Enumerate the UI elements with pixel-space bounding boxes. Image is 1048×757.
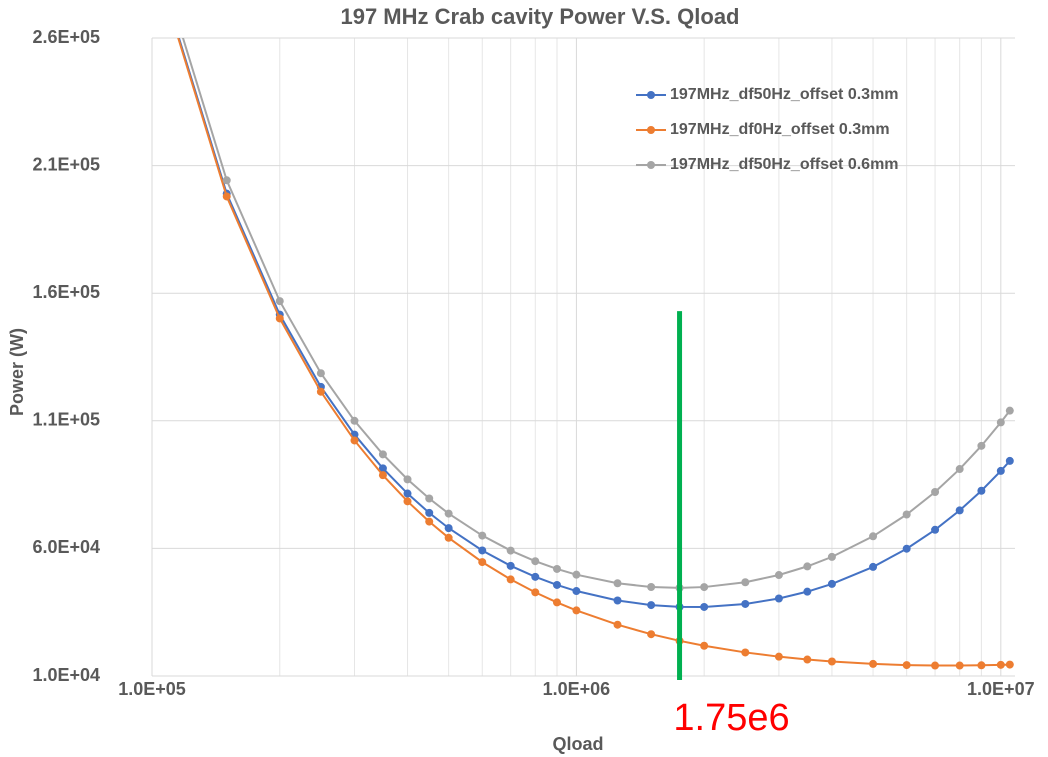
data-point [552,564,561,573]
data-point [700,583,709,592]
data-point [425,494,434,503]
legend-label: 197MHz_df50Hz_offset 0.3mm [670,86,899,103]
data-point [478,558,487,567]
data-point [774,652,783,661]
data-point [378,450,387,459]
annotation-label: 1.75e6 [673,697,789,739]
data-point [552,598,561,607]
data-point [444,533,453,542]
y-tick-label: 1.0E+04 [32,665,100,685]
data-point [700,641,709,650]
data-point [316,387,325,396]
data-point [222,176,231,185]
data-point [552,580,561,589]
data-point [275,297,284,306]
data-point [531,557,540,566]
data-point [425,508,434,517]
data-point [700,602,709,611]
data-point [931,488,940,497]
data-point [902,510,911,519]
data-point [478,546,487,555]
x-axis-label: Qload [552,734,603,754]
legend-marker [647,161,655,169]
legend-marker [647,126,655,134]
data-point [378,464,387,473]
y-tick-label: 6.0E+04 [32,537,100,557]
data-point [478,531,487,540]
y-tick-label: 1.6E+05 [32,282,100,302]
data-point [531,588,540,597]
data-point [506,575,515,584]
data-point [647,582,656,591]
data-point [275,314,284,323]
data-point [403,497,412,506]
data-point [977,661,986,670]
data-point [350,416,359,425]
data-point [350,436,359,445]
data-point [222,192,231,201]
data-point [955,661,964,670]
y-tick-label: 1.1E+05 [32,410,100,430]
legend-label: 197MHz_df50Hz_offset 0.6mm [670,156,899,173]
chart-title: 197 MHz Crab cavity Power V.S. Qload [340,4,739,29]
data-point [977,486,986,495]
data-point [741,599,750,608]
data-point [931,661,940,670]
x-tick-label: 1.0E+06 [543,679,611,699]
data-point [741,578,750,587]
data-point [572,606,581,615]
data-point [403,489,412,498]
data-point [774,571,783,580]
data-point [803,562,812,571]
data-point [444,524,453,533]
grid [151,37,1015,677]
data-point [827,579,836,588]
data-point [506,546,515,555]
data-point [869,659,878,668]
data-point [996,466,1005,475]
y-tick-label: 2.6E+05 [32,27,100,47]
data-point [977,441,986,450]
x-tick-label: 1.0E+07 [967,679,1035,699]
data-point [803,655,812,664]
data-point [996,660,1005,669]
data-point [425,517,434,526]
data-point [531,572,540,581]
legend-marker [647,91,655,99]
data-point [613,596,622,605]
data-point [572,587,581,596]
data-point [572,570,581,579]
data-point [827,657,836,666]
data-point [316,369,325,378]
data-point [647,630,656,639]
data-point [444,509,453,518]
data-point [741,648,750,657]
data-point [647,601,656,610]
y-axis-label: Power (W) [7,328,27,416]
data-point [869,562,878,571]
y-tick-label: 2.1E+05 [32,154,100,174]
data-point [931,525,940,534]
x-tick-label: 1.0E+05 [118,679,186,699]
data-point [1005,456,1014,465]
data-point [996,418,1005,427]
data-point [827,552,836,561]
data-point [803,587,812,596]
data-point [378,471,387,480]
data-point [613,620,622,629]
data-point [774,594,783,603]
legend-label: 197MHz_df0Hz_offset 0.3mm [670,121,890,138]
data-point [403,475,412,484]
data-point [955,506,964,515]
data-point [902,661,911,670]
data-point [869,532,878,541]
data-point [1005,660,1014,669]
data-point [902,544,911,553]
data-point [506,561,515,570]
data-point [1005,406,1014,415]
data-point [613,579,622,588]
data-point [955,465,964,474]
